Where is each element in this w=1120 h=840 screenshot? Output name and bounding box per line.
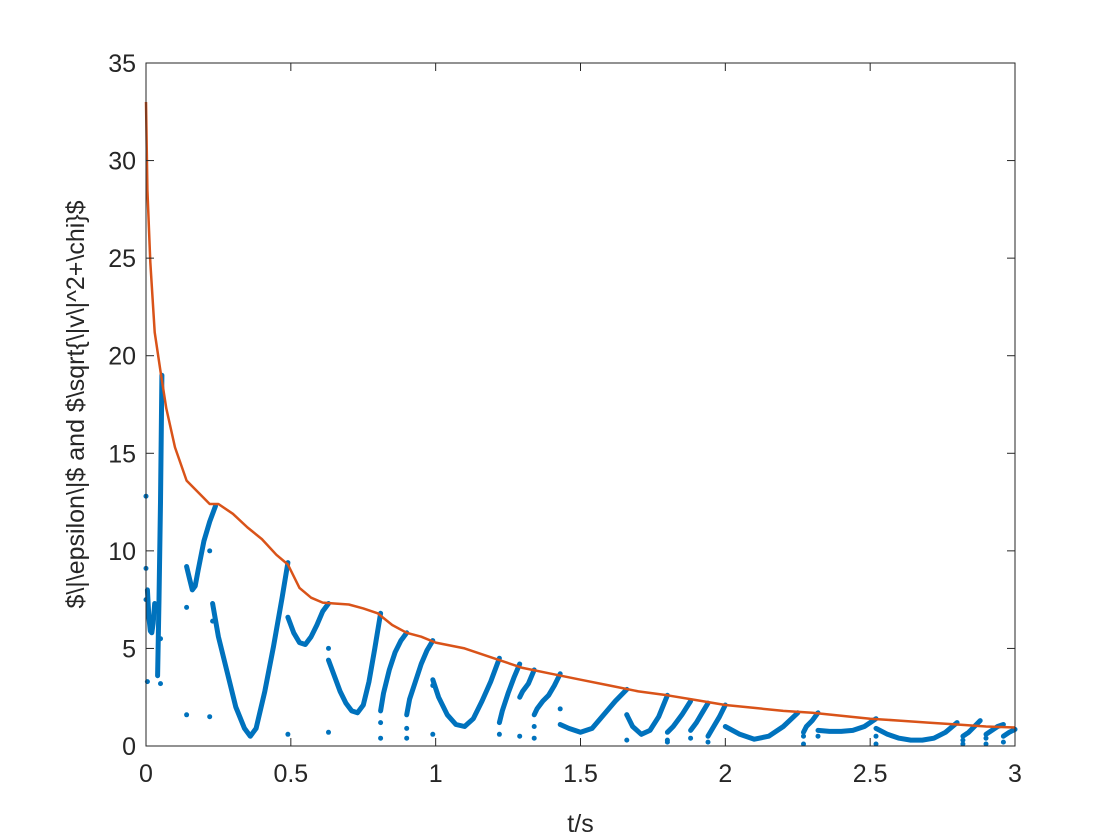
error-segment (705, 702, 728, 739)
error-point (873, 741, 879, 747)
error-point (404, 725, 410, 731)
error-point (624, 712, 630, 718)
y-tick-label: 15 (108, 440, 136, 468)
error-segment (531, 671, 563, 718)
error-point (184, 712, 190, 718)
error-segment (430, 655, 502, 729)
x-tick-label: 0.5 (273, 760, 308, 788)
error-point (801, 741, 806, 747)
x-tick-label: 0 (139, 760, 153, 788)
error-point (815, 733, 821, 739)
y-tick-label: 35 (108, 50, 136, 78)
error-point (557, 706, 563, 712)
error-point (210, 618, 216, 624)
error-point (705, 739, 711, 745)
x-tick-label: 1 (429, 760, 443, 788)
error-segment (960, 718, 983, 739)
error-point (207, 714, 213, 720)
error-point (184, 604, 190, 610)
y-tick-label: 5 (122, 635, 136, 663)
error-segment (873, 720, 960, 743)
x-axis-label: t/s (567, 810, 593, 838)
error-point (531, 724, 537, 729)
error-segment (144, 587, 158, 636)
error-segment (688, 700, 711, 733)
error-segment (184, 503, 218, 593)
error-segment (496, 661, 523, 726)
error-segment (210, 560, 291, 739)
error-segment (378, 630, 410, 714)
error-point (207, 548, 213, 554)
y-tick-label: 20 (108, 343, 136, 371)
y-tick-label: 25 (108, 245, 136, 273)
error-point (158, 636, 163, 642)
error-segment (664, 698, 694, 735)
error-point (960, 737, 966, 743)
error-segment (722, 710, 801, 742)
error-segment (801, 710, 821, 735)
error-point (285, 731, 291, 737)
error-point (326, 729, 331, 735)
x-tick-label: 3 (1008, 760, 1022, 788)
error-point (378, 735, 384, 741)
error-point (664, 737, 670, 743)
series-layer (143, 101, 1018, 747)
error-point (378, 720, 384, 726)
y-tick-label: 0 (122, 733, 136, 761)
x-tick-label: 1.5 (563, 760, 598, 788)
error-point (158, 681, 163, 687)
error-segment (517, 667, 537, 700)
error-segment (285, 601, 331, 647)
y-tick-label: 10 (108, 538, 136, 566)
error-segment (983, 722, 1006, 737)
error-point (326, 645, 331, 651)
error-segment (1000, 726, 1018, 739)
error-segment (404, 638, 436, 718)
error-segment (557, 686, 630, 735)
error-point (960, 741, 966, 747)
x-tick-label: 2.5 (853, 760, 888, 788)
error-point (1000, 739, 1006, 745)
y-axis-label: $\|\epsilon\|$ and $\sqrt{\|v\|^2+\chi}$ (62, 200, 90, 608)
error-segment (815, 716, 879, 734)
error-point (873, 733, 879, 739)
error-point (624, 737, 630, 743)
error-point (983, 741, 989, 747)
x-tick-label: 2 (718, 760, 732, 788)
error-point (688, 735, 694, 741)
error-point (983, 735, 989, 741)
error-point (430, 683, 436, 688)
error-point (801, 733, 806, 739)
error-point (531, 735, 537, 741)
error-point (517, 733, 523, 739)
error-point (404, 735, 410, 741)
error-segment (326, 610, 384, 716)
y-tick-label: 30 (108, 148, 136, 176)
envelope-line (144, 101, 1016, 729)
error-point (496, 731, 502, 737)
error-point (430, 731, 436, 737)
error-segment (624, 692, 670, 737)
